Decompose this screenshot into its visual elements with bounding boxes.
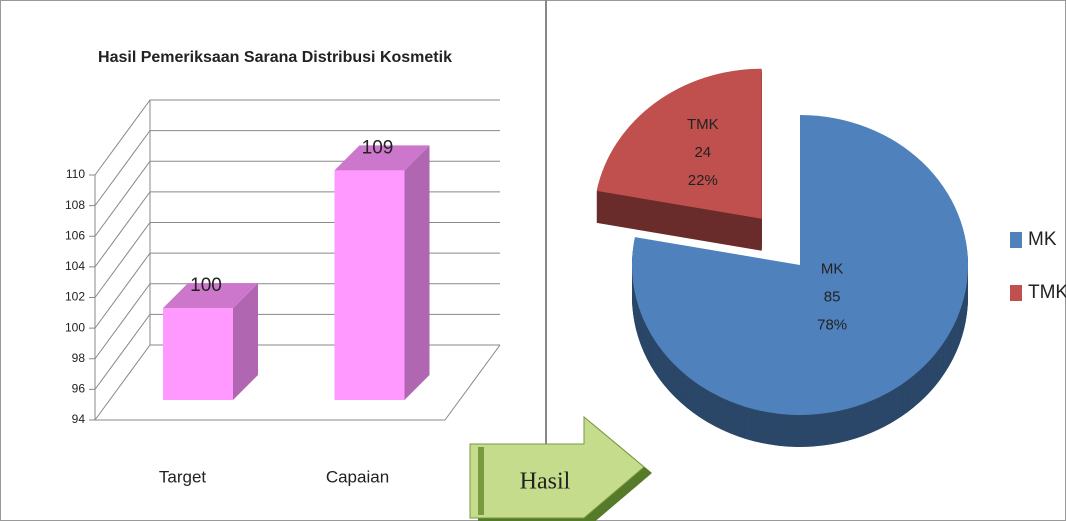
pie-slice (632, 115, 969, 416)
slice-value: 24 (694, 144, 711, 161)
grid-line (94, 99, 500, 176)
arrow-stripe (478, 447, 484, 515)
bar (163, 308, 233, 400)
legend-swatch (1010, 285, 1022, 301)
y-tick-label: 102 (65, 290, 85, 304)
bar (334, 170, 405, 400)
y-tick-label: 104 (65, 259, 85, 273)
y-tick-label: 100 (65, 320, 85, 334)
y-tick-label: 94 (72, 412, 86, 426)
arrow-body (469, 415, 645, 519)
y-tick-label: 96 (72, 382, 86, 396)
legend-label: TMK (1028, 282, 1066, 303)
y-tick-label: 110 (66, 167, 85, 181)
pie-slice (596, 68, 762, 219)
bar-top (334, 145, 430, 171)
x-tick-label: Target (159, 467, 207, 486)
slice-name: MK (821, 261, 844, 278)
data-label: 100 (190, 275, 222, 296)
x-tick-label: Capaian (326, 467, 389, 486)
chart-title: Hasil Pemeriksaan Sarana Distribusi Kosm… (98, 49, 452, 66)
floor-side (444, 344, 501, 421)
slice-percent: 78% (817, 317, 847, 334)
slice-value: 85 (824, 289, 841, 306)
arrow-label: Hasil (520, 469, 571, 495)
bar-top (163, 283, 258, 309)
arrow: Hasil (469, 415, 652, 521)
y-tick-label: 98 (72, 351, 86, 365)
data-label: 109 (362, 137, 394, 158)
legend-label: MK (1028, 229, 1057, 250)
y-tick-label: 108 (65, 198, 85, 212)
grid-line (94, 130, 500, 206)
slice-name: TMK (687, 116, 719, 133)
y-tick-label: 106 (65, 228, 85, 242)
slice-percent: 22% (688, 172, 718, 189)
bar-side (404, 145, 430, 400)
bar-side (233, 283, 258, 400)
legend-swatch (1010, 232, 1022, 248)
